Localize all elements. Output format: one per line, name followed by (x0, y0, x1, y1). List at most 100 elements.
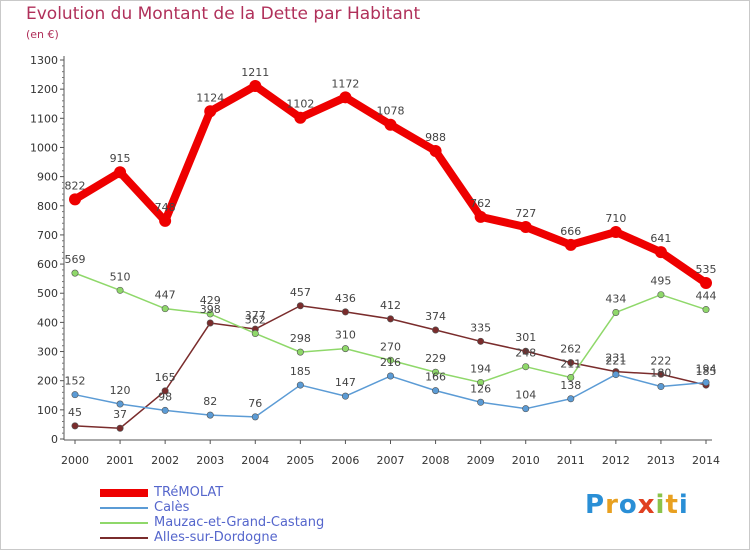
data-label: 335 (470, 321, 491, 334)
data-label: 138 (560, 379, 581, 392)
data-point (69, 193, 81, 206)
data-label: 185 (290, 365, 311, 378)
data-point (116, 286, 124, 294)
data-point (384, 118, 397, 131)
data-point (249, 79, 262, 92)
logo-letter: x (637, 490, 656, 520)
data-point (522, 363, 530, 371)
y-tick-label: 900 (37, 171, 58, 184)
data-point (116, 400, 124, 408)
legend-swatch (100, 521, 148, 524)
data-point (296, 302, 304, 310)
data-label: 45 (68, 406, 82, 419)
logo-letter: i (678, 490, 689, 520)
data-label: 120 (110, 384, 131, 397)
data-label: 248 (515, 347, 536, 360)
data-label: 510 (110, 270, 131, 283)
data-label: 310 (335, 329, 356, 342)
data-point (161, 305, 169, 313)
data-point (386, 372, 394, 380)
data-point (341, 308, 349, 316)
data-label: 82 (203, 395, 217, 408)
data-label: 1172 (331, 77, 359, 90)
data-label: 126 (470, 382, 491, 395)
data-point (432, 368, 440, 376)
data-point (522, 405, 530, 413)
legend-item: Mauzac-et-Grand-Castang (100, 515, 324, 530)
x-tick-label: 2010 (512, 454, 540, 467)
logo-letter: P (585, 490, 606, 520)
data-point (114, 166, 127, 179)
data-label: 98 (158, 390, 172, 403)
data-label: 362 (245, 313, 266, 326)
x-tick-label: 2001 (106, 454, 134, 467)
y-tick-label: 1100 (30, 112, 58, 125)
data-point (477, 398, 485, 406)
data-label: 147 (335, 376, 356, 389)
y-tick-label: 100 (37, 404, 58, 417)
y-tick-label: 600 (37, 258, 58, 271)
x-tick-label: 2000 (61, 454, 89, 467)
x-tick-label: 2014 (692, 454, 720, 467)
data-label: 180 (650, 367, 671, 380)
data-point (654, 246, 667, 259)
data-label: 748 (155, 201, 176, 214)
data-label: 727 (515, 207, 536, 220)
data-point (477, 337, 485, 345)
data-label: 37 (113, 408, 127, 421)
data-point (432, 387, 440, 395)
data-point (294, 111, 307, 124)
data-point (116, 424, 124, 432)
data-label: 495 (650, 275, 671, 288)
data-point (612, 308, 620, 316)
data-point (432, 326, 440, 334)
data-label: 185 (696, 365, 717, 378)
y-tick-label: 0 (51, 433, 58, 446)
data-point (71, 391, 79, 399)
data-label: 211 (560, 357, 581, 370)
data-point (386, 356, 394, 364)
data-label: 104 (515, 389, 536, 402)
data-label: 221 (605, 355, 626, 368)
legend-swatch (100, 488, 148, 497)
data-point (702, 378, 710, 386)
legend-item: Alles-sur-Dordogne (100, 530, 324, 545)
legend-label: Mauzac-et-Grand-Castang (154, 515, 325, 530)
x-tick-label: 2011 (557, 454, 585, 467)
legend-label: Calès (154, 500, 190, 515)
x-tick-label: 2009 (467, 454, 495, 467)
data-point (429, 144, 442, 157)
data-label: 915 (110, 152, 131, 165)
data-point (702, 306, 710, 314)
data-label: 1124 (196, 91, 224, 104)
data-point (477, 378, 485, 386)
data-point (159, 214, 172, 227)
legend-swatch (100, 506, 148, 509)
logo-letter: i (655, 490, 666, 520)
y-tick-label: 300 (37, 346, 58, 359)
data-point (567, 395, 575, 403)
legend-item: Calès (100, 500, 324, 515)
y-tick-label: 200 (37, 375, 58, 388)
data-label: 436 (335, 292, 356, 305)
data-label: 165 (155, 371, 176, 384)
data-point (206, 319, 214, 327)
y-tick-label: 1000 (30, 141, 58, 154)
data-label: 569 (65, 253, 86, 266)
data-label: 231 (605, 352, 626, 365)
data-point (657, 383, 665, 391)
x-tick-label: 2005 (286, 454, 314, 467)
data-label: 535 (696, 263, 717, 276)
data-label: 194 (696, 362, 717, 375)
data-point (522, 347, 530, 355)
data-point (474, 210, 487, 223)
data-point (161, 387, 169, 395)
data-label: 1078 (377, 105, 405, 118)
x-tick-label: 2012 (602, 454, 630, 467)
chart-title: Evolution du Montant de la Dette par Hab… (26, 4, 421, 24)
x-tick-label: 2003 (196, 454, 224, 467)
legend-label: Alles-sur-Dordogne (154, 530, 278, 545)
data-label: 76 (248, 397, 262, 410)
data-label: 377 (245, 309, 266, 322)
